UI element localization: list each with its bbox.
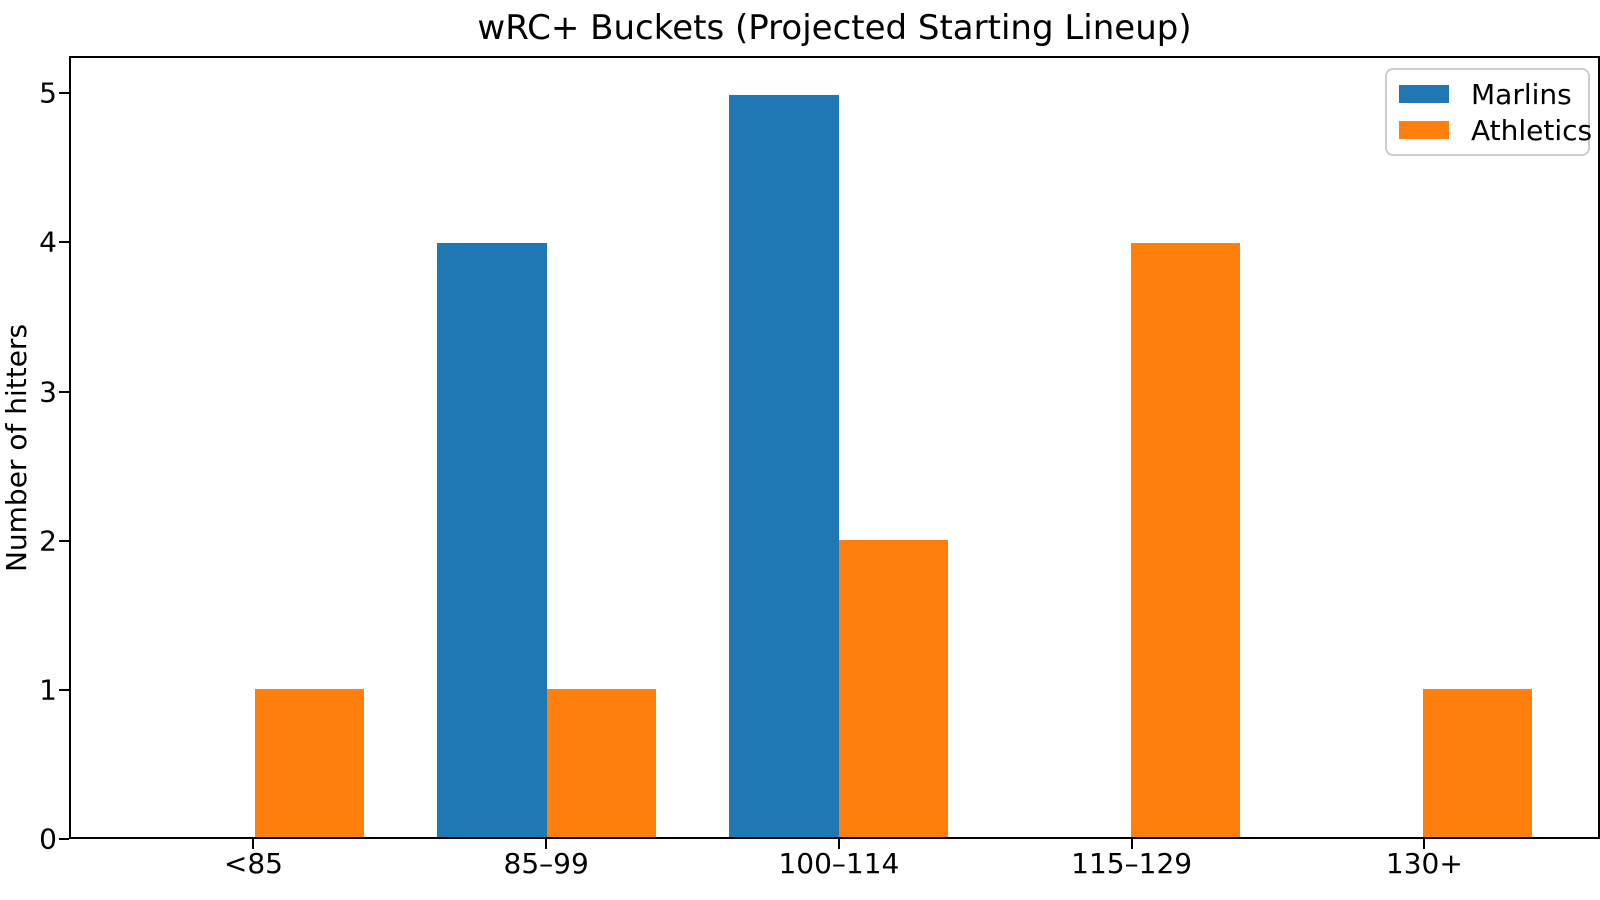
x-tick-mark-3 (1130, 839, 1133, 849)
x-tick-label-3: 115–129 (1071, 847, 1193, 880)
x-tick-label-2: 100–114 (778, 847, 900, 880)
y-axis-label: Number of hitters (0, 323, 33, 573)
bars-layer (71, 58, 1598, 837)
y-tick-label-1: 1 (39, 673, 57, 707)
x-tick-label-0: <85 (223, 847, 283, 880)
bar-athletics-0 (254, 688, 365, 837)
y-tick-mark-1 (59, 688, 69, 691)
y-tick-label-5: 5 (39, 76, 57, 110)
x-tick-mark-0 (252, 839, 255, 849)
x-tick-label-1: 85–99 (503, 847, 589, 880)
bar-athletics-2 (838, 540, 949, 837)
legend-label-marlins: Marlins (1471, 77, 1572, 111)
legend: Marlins Athletics (1385, 68, 1592, 156)
legend-swatch-athletics (1399, 121, 1449, 139)
y-tick-label-2: 2 (39, 524, 57, 558)
y-tick-mark-3 (59, 390, 69, 393)
y-tick-mark-0 (59, 838, 69, 840)
bar-athletics-1 (546, 688, 657, 837)
y-tick-label-3: 3 (39, 375, 57, 409)
y-tick-mark-5 (59, 92, 69, 95)
y-tick-label-4: 4 (39, 225, 57, 259)
x-tick-label-4: 130+ (1385, 847, 1463, 880)
bar-marlins-2 (729, 95, 839, 837)
legend-swatch-marlins (1399, 85, 1449, 103)
plot-area (69, 56, 1600, 839)
x-tick-mark-2 (837, 839, 840, 849)
y-tick-mark-4 (59, 241, 69, 244)
chart-title: wRC+ Buckets (Projected Starting Lineup) (477, 8, 1192, 48)
y-tick-mark-2 (59, 539, 69, 542)
legend-entry-marlins: Marlins (1399, 76, 1576, 112)
bar-marlins-1 (437, 243, 547, 837)
bar-athletics-3 (1130, 243, 1241, 837)
x-tick-mark-1 (545, 839, 548, 849)
x-tick-mark-4 (1423, 839, 1426, 849)
y-tick-label-0: 0 (39, 822, 57, 856)
legend-entry-athletics: Athletics (1399, 112, 1592, 148)
legend-label-athletics: Athletics (1471, 113, 1593, 147)
bar-athletics-4 (1422, 688, 1533, 837)
